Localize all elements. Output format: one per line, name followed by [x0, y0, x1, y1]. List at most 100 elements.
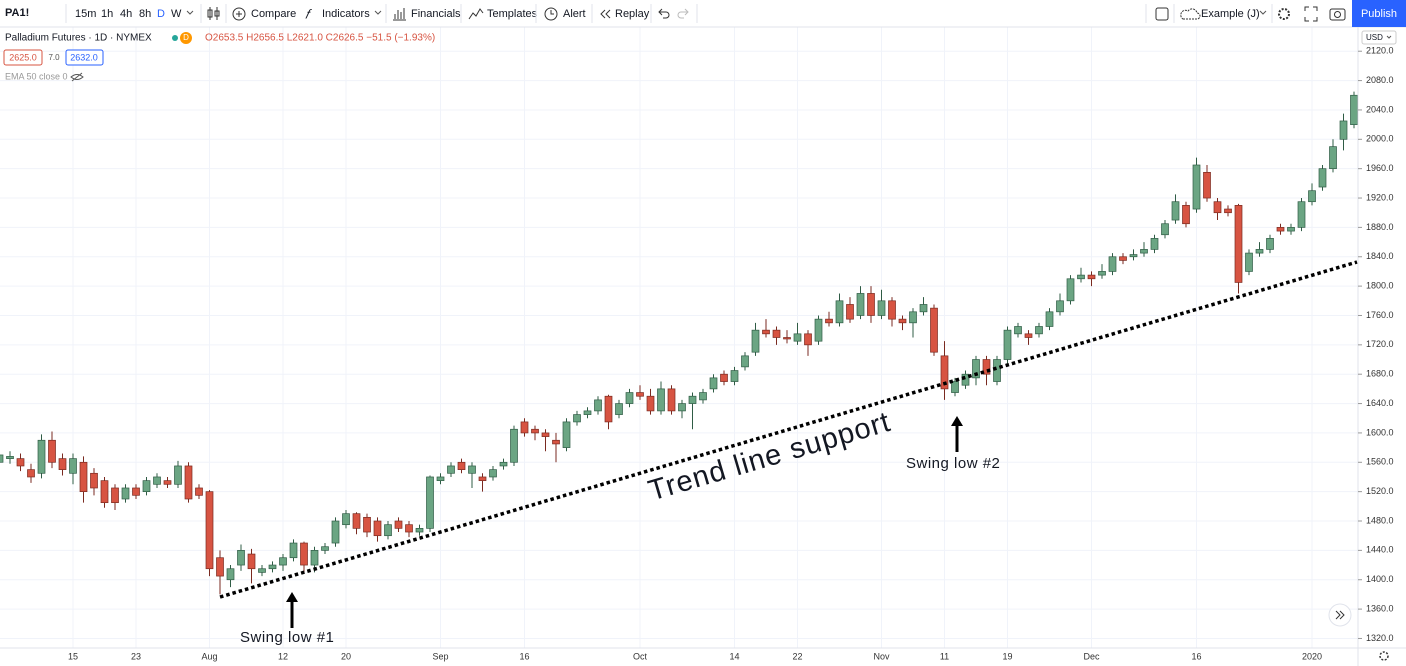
- templates-button[interactable]: Templates: [487, 8, 538, 20]
- candle-body: [1224, 208, 1232, 214]
- market-status: [172, 35, 178, 41]
- candle-body: [1329, 146, 1337, 170]
- interval[interactable]: 1h: [101, 8, 113, 20]
- compare-icon[interactable]: [232, 7, 246, 21]
- replay-icon[interactable]: [600, 9, 611, 19]
- interval[interactable]: 15m: [75, 8, 96, 20]
- candle-body: [804, 333, 812, 346]
- chart-type-icon[interactable]: [207, 7, 220, 20]
- candle-body: [468, 465, 476, 474]
- candle-body: [1108, 256, 1117, 272]
- candle-body: [415, 528, 424, 533]
- currency-box[interactable]: [1361, 30, 1397, 45]
- dropdown-icon[interactable]: [374, 10, 382, 15]
- candle-body: [426, 476, 434, 529]
- redo-icon[interactable]: [677, 8, 689, 19]
- interval[interactable]: 4h: [120, 8, 132, 20]
- candle-body: [1213, 201, 1222, 214]
- candle-body: [552, 439, 560, 445]
- candle-body: [762, 329, 770, 335]
- y-tick-label: 1680.0: [1366, 369, 1394, 379]
- financials-button[interactable]: Financials: [411, 8, 461, 20]
- x-tick-label: 23: [131, 651, 141, 661]
- candle-body: [1339, 120, 1348, 140]
- ask-box[interactable]: [65, 49, 104, 66]
- bid[interactable]: 2625.0: [9, 52, 37, 62]
- axis-settings[interactable]: [1379, 651, 1389, 661]
- y-tick-label: 1800.0: [1366, 280, 1394, 290]
- alert-button[interactable]: Alert: [563, 8, 586, 20]
- interval[interactable]: W: [171, 8, 182, 20]
- ask[interactable]: 2632.0: [70, 52, 98, 62]
- candle-body: [1119, 256, 1127, 261]
- replay-button[interactable]: Replay: [615, 8, 650, 20]
- fullscreen-icon[interactable]: [1304, 6, 1318, 22]
- candle-body: [1161, 223, 1169, 236]
- candle-body: [373, 520, 382, 537]
- candle-body: [940, 355, 949, 390]
- candle-body: [499, 461, 508, 467]
- dropdown-icon[interactable]: [1259, 10, 1267, 15]
- y-tick-label: 2080.0: [1366, 75, 1394, 85]
- templates-icon[interactable]: [468, 8, 484, 20]
- candle-body: [111, 487, 119, 504]
- candle-body: [1024, 333, 1033, 338]
- candle-body: [1182, 205, 1190, 225]
- candle-body: [174, 465, 182, 485]
- financials-icon[interactable]: [393, 8, 406, 21]
- candle-body: [436, 476, 445, 481]
- candle-body: [898, 318, 907, 324]
- candle-body: [699, 392, 707, 401]
- x-tick-label: 12: [278, 651, 288, 661]
- publish-label[interactable]: Publish: [1361, 8, 1397, 20]
- settings-icon[interactable]: [1278, 8, 1290, 20]
- compare-button[interactable]: Compare: [251, 8, 296, 20]
- x-tick-label: 11: [940, 651, 949, 661]
- y-tick-label: 1360.0: [1366, 603, 1394, 613]
- badge: [180, 32, 192, 44]
- candle-body: [1308, 190, 1316, 203]
- candle-body: [363, 516, 371, 533]
- bid-box[interactable]: [3, 49, 43, 66]
- candle-body: [121, 487, 130, 500]
- y-tick-label: 1520.0: [1366, 486, 1394, 496]
- candle-body: [237, 550, 245, 566]
- y-tick-label: 1600.0: [1366, 427, 1394, 437]
- candle-body: [163, 480, 172, 485]
- candle-body: [783, 337, 791, 340]
- candle-body: [1014, 326, 1022, 335]
- undo-icon[interactable]: [658, 8, 670, 19]
- cloud-icon[interactable]: [1180, 8, 1201, 20]
- candle-body: [1318, 168, 1327, 188]
- dropdown-icon[interactable]: [186, 10, 194, 15]
- trend-line: [219, 260, 1358, 599]
- visibility-icon[interactable]: [70, 72, 84, 82]
- candle-body: [205, 491, 214, 570]
- candle-body: [636, 392, 644, 397]
- snapshot-lens: [1334, 11, 1341, 18]
- interval[interactable]: D: [157, 8, 165, 20]
- y-tick-label: 2120.0: [1366, 46, 1394, 56]
- interval[interactable]: 8h: [139, 8, 151, 20]
- alert-icon[interactable]: [544, 7, 558, 21]
- indicators-button[interactable]: Indicators: [322, 8, 370, 20]
- candle-body: [573, 414, 581, 423]
- checkbox[interactable]: [1155, 7, 1169, 21]
- symbol[interactable]: PA1!: [5, 7, 29, 19]
- candle-body: [604, 395, 613, 423]
- snapshot-icon[interactable]: [1329, 8, 1346, 21]
- candle-body: [195, 487, 203, 496]
- y-tick-label: 1760.0: [1366, 310, 1394, 320]
- candle-body: [615, 403, 623, 415]
- x-tick-label: 19: [1002, 651, 1012, 661]
- candle-body: [1098, 271, 1106, 276]
- candle-body: [1192, 164, 1201, 210]
- layout-name[interactable]: Example (J): [1201, 8, 1260, 20]
- candle-body: [352, 513, 361, 529]
- y-tick-label: 1640.0: [1366, 398, 1394, 408]
- indicators-icon[interactable]: 𝑓: [305, 6, 312, 21]
- currency[interactable]: USD: [1366, 33, 1383, 42]
- candle-body: [520, 421, 529, 434]
- publish-button[interactable]: [1352, 0, 1406, 27]
- plot: [0, 27, 1358, 648]
